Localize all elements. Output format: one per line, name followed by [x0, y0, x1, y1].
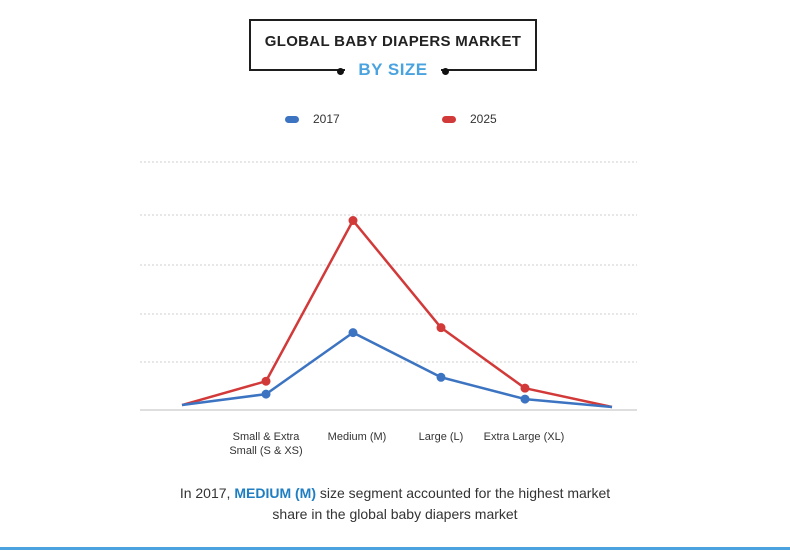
data-point-2025 — [348, 216, 358, 226]
data-point-2025 — [520, 383, 530, 393]
caption-prefix: In 2017, — [179, 485, 235, 501]
series-line-2017 — [181, 331, 613, 409]
x-tick-label: Medium (M) — [327, 431, 387, 443]
data-point-2017 — [261, 389, 271, 399]
legend-item-2017: 2017 — [285, 112, 340, 126]
legend-label-2017: 2017 — [313, 112, 340, 126]
x-tick-label: Large (L) — [418, 431, 464, 443]
bottom-accent-line — [0, 547, 790, 550]
x-tick-label: Extra Large (XL) — [483, 431, 565, 443]
data-point-2025 — [261, 376, 271, 386]
chart-caption: In 2017, MEDIUM (M) size segment account… — [130, 483, 660, 525]
legend-item-2025: 2025 — [442, 112, 497, 126]
legend-swatch-2017 — [285, 115, 299, 123]
chart-subtitle-wrap: BY SIZE — [345, 58, 441, 82]
title-left-dot — [337, 68, 344, 75]
data-point-2025 — [436, 323, 446, 333]
chart-title: GLOBAL BABY DIAPERS MARKET — [264, 33, 522, 50]
chart-subtitle: BY SIZE — [358, 60, 428, 79]
data-point-2017 — [348, 328, 358, 338]
x-tick-label: Small & Extra Small (S & XS) — [229, 431, 303, 457]
caption-suffix: size segment accounted for the highest m… — [315, 485, 611, 501]
series-line-2025 — [181, 219, 613, 409]
title-right-dot — [442, 68, 449, 75]
caption-line2: share in the global baby diapers market — [272, 506, 518, 522]
legend-swatch-2025 — [442, 115, 456, 123]
legend-label-2025: 2025 — [470, 112, 497, 126]
data-point-2017 — [520, 394, 530, 404]
caption-highlight: MEDIUM (M) — [234, 485, 316, 501]
data-point-2017 — [436, 372, 446, 382]
